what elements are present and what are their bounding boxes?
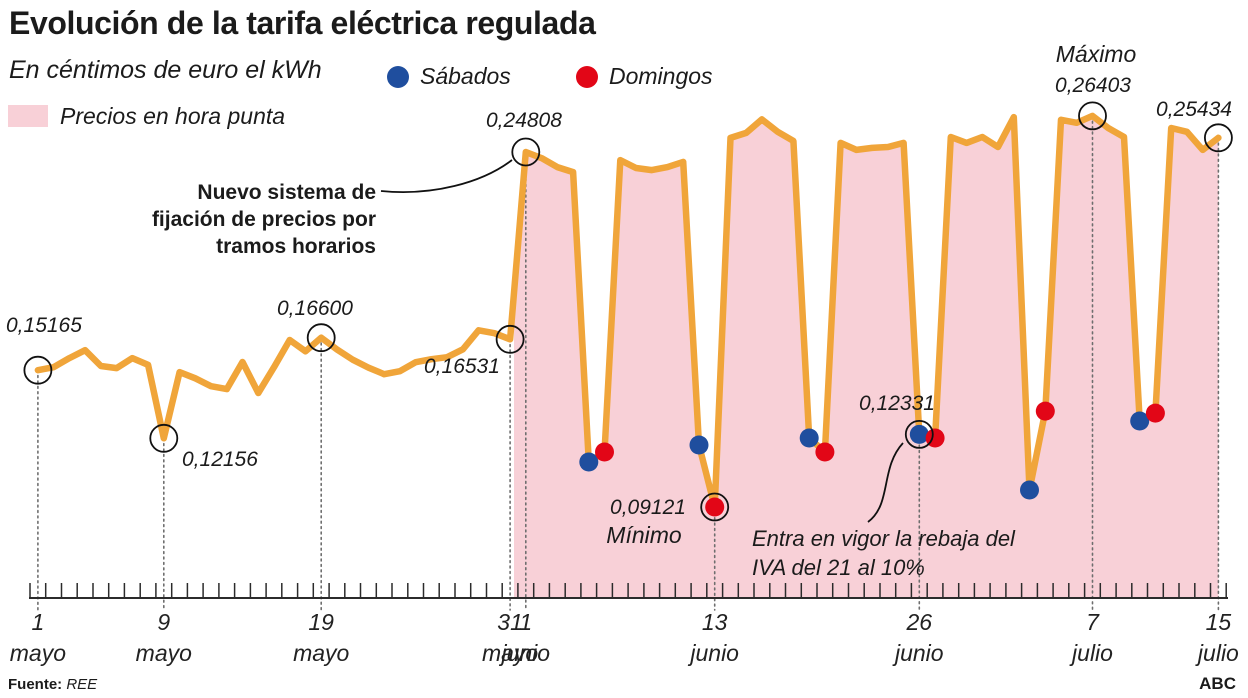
legend-sunday-label: Domingos xyxy=(609,63,713,89)
axis-label-day-19-mayo: 19 xyxy=(308,609,334,635)
annotation-min-value: 0,09121 xyxy=(610,496,686,519)
sunday-dot xyxy=(595,442,614,462)
annotation-ring-day-44 xyxy=(700,492,730,522)
annotation-ring-day-68 xyxy=(1078,101,1107,131)
axis-label-month-junio: junio xyxy=(690,640,739,666)
price-line xyxy=(34,112,1222,511)
peak-area-label: Precios en hora punta xyxy=(60,103,286,129)
axis-label-month-julio: julio xyxy=(1197,640,1239,666)
pointer-iva xyxy=(867,442,904,523)
axis-label-month-mayo: mayo xyxy=(293,640,350,666)
note-new-system-line3: tramos horarios xyxy=(216,235,376,258)
axis-label-month-mayo: mayo xyxy=(9,640,67,666)
saturday-dot xyxy=(579,452,599,472)
axis-label-day-26-junio: 26 xyxy=(906,609,933,635)
note-new-system: Nuevo sistema de fijación de precios por… xyxy=(120,179,376,260)
annotation-may19-value: 0,16600 xyxy=(277,297,353,320)
legend-saturday: Sábados xyxy=(387,63,511,90)
axis-label-day-1-mayo: 1 xyxy=(31,609,45,635)
axis-label-month-mayo: mayo xyxy=(481,640,539,666)
saturday-dot xyxy=(799,428,819,448)
saturday-dot xyxy=(1020,480,1039,500)
annotation-min-label: Mínimo xyxy=(606,522,682,548)
axis-label-day-13-junio: 13 xyxy=(701,609,728,635)
saturday-dot xyxy=(909,424,929,444)
axis-label-month-julio: julio xyxy=(1072,640,1113,666)
sunday-dot xyxy=(1035,401,1055,421)
source-label: Fuente: xyxy=(8,676,63,693)
annotation-may1-value: 0,15165 xyxy=(6,314,82,337)
annotation-ring-day-31 xyxy=(495,324,525,354)
legend-sunday: Domingos xyxy=(576,63,713,90)
sunday-dot xyxy=(705,497,725,517)
annotation-may9-value: 0,12156 xyxy=(182,448,258,471)
sunday-dot-icon xyxy=(576,65,598,88)
annotation-ring-day-19 xyxy=(306,323,336,353)
axis-label-month-junio: junio xyxy=(501,640,551,666)
axis-label-day-7-julio: 7 xyxy=(1086,609,1099,635)
note-new-system-line1: Nuevo sistema de xyxy=(197,181,376,204)
note-iva-line2: IVA del 21 al 10% xyxy=(752,555,925,580)
annotation-ring-day-57 xyxy=(904,419,934,449)
annotation-ring-day-32 xyxy=(511,137,541,167)
pointer-new-system xyxy=(380,159,513,193)
annotation-may31-value: 0,16531 xyxy=(424,355,500,378)
axis-label-month-mayo: mayo xyxy=(135,640,192,666)
peak-hours-area xyxy=(514,115,1219,599)
saturday-dot-icon xyxy=(387,65,409,88)
annotation-ring-day-9 xyxy=(149,423,179,453)
axis-label-day-15-julio: 15 xyxy=(1205,609,1232,635)
annotation-jul15-value: 0,25434 xyxy=(1156,98,1232,121)
legend-saturday-label: Sábados xyxy=(420,63,511,89)
source-name: REE xyxy=(66,676,98,693)
note-iva-line1: Entra en vigor la rebaja del xyxy=(752,526,1015,551)
annotation-jun1-value: 0,24808 xyxy=(486,109,562,132)
axis-label-day-9-mayo: 9 xyxy=(157,609,171,635)
annotation-ring-day-76 xyxy=(1204,123,1233,153)
source-note: Fuente: REE xyxy=(8,676,97,693)
axis-label-month-junio: junio xyxy=(894,640,944,666)
axis-label-day-1-junio: 1 xyxy=(519,609,533,635)
page-title: Evolución de la tarifa eléctrica regulad… xyxy=(9,5,596,41)
saturday-dot xyxy=(689,435,709,455)
annotation-max-value: 0,26403 xyxy=(1055,74,1131,97)
annotation-ring-day-1 xyxy=(23,355,53,385)
peak-area-swatch-icon xyxy=(8,105,48,127)
sunday-dot xyxy=(1145,403,1165,423)
annotation-max-label: Máximo xyxy=(1055,41,1137,67)
annotation-jun26-value: 0,12331 xyxy=(859,392,935,415)
credit-abc: ABC xyxy=(1199,674,1236,693)
axis-label-day-31-mayo: 31 xyxy=(497,609,523,635)
note-new-system-line2: fijación de precios por xyxy=(151,208,376,231)
saturday-dot xyxy=(1130,411,1150,431)
note-iva-reduction: Entra en vigor la rebaja del IVA del 21 … xyxy=(752,524,1015,582)
sunday-dot xyxy=(815,442,835,462)
chart-subtitle: En céntimos de euro el kWh xyxy=(9,56,322,84)
